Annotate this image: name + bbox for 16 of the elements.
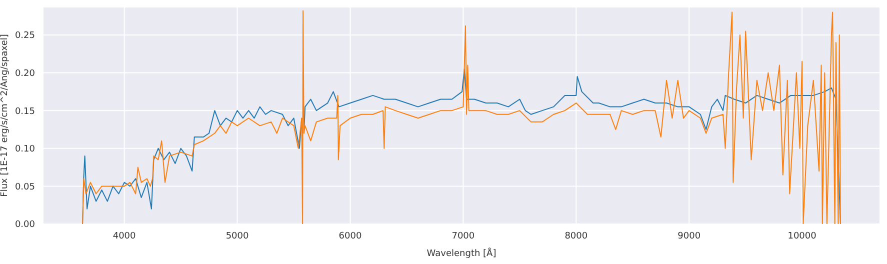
x-tick-label: 5000 — [226, 231, 250, 242]
y-tick-label: 0.05 — [14, 182, 35, 192]
y-tick-label: 0.20 — [14, 68, 36, 79]
x-axis-title: Wavelength [Å] — [426, 247, 496, 259]
x-tick-label: 6000 — [338, 231, 362, 242]
y-axis-title: Flux [1E-17 erg/s/cm^2/Ang/spaxel] — [0, 34, 10, 197]
x-tick-label: 8000 — [564, 231, 588, 242]
y-tick-label: 0.10 — [14, 144, 36, 155]
y-tick-label: 0.00 — [14, 220, 36, 230]
x-tick-label: 7000 — [452, 231, 475, 242]
y-tick-label: 0.15 — [14, 106, 35, 117]
x-tick-label: 10000 — [788, 231, 817, 242]
x-tick-label: 4000 — [112, 231, 136, 242]
line-series — [82, 10, 841, 224]
y-tick-label: 0.25 — [14, 31, 35, 42]
x-tick-label: 9000 — [678, 231, 701, 242]
